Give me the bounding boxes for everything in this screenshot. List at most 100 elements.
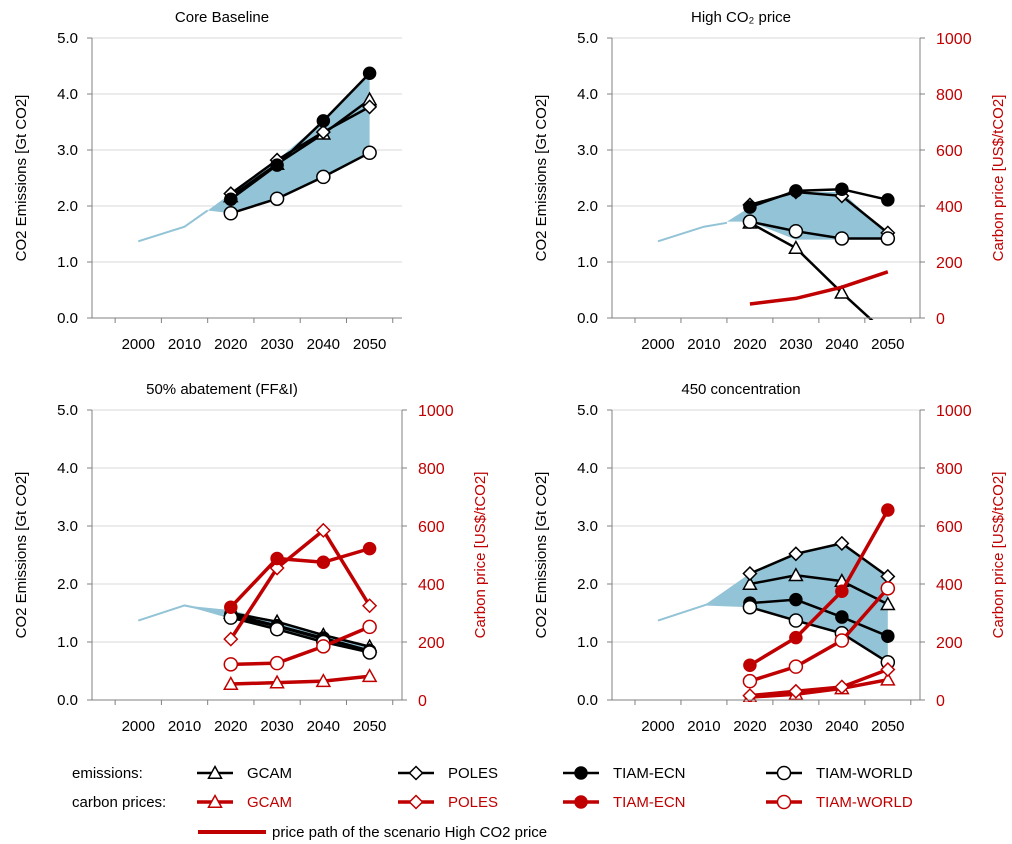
y-tick-label: 2.0 [577,576,598,593]
historic-emissions [137,209,209,243]
emissions-point-tiam-ecn [881,629,895,643]
y-tick-label: 1.0 [57,254,78,271]
y-tick-label: 5.0 [57,30,78,47]
emissions-line-gcam [749,574,889,606]
emissions-point-poles [834,535,850,551]
emissions-line-tiam-world [230,151,371,215]
emissions-point-tiam-ecn [270,158,284,172]
emissions-point-tiam-world [223,206,239,221]
price-line-gcam [749,677,889,699]
emissions-line-tiam-world [230,616,370,654]
price-point-poles [880,661,896,678]
legend: emissions: carbon prices: GCAM POLES TIA… [72,764,913,841]
price-point-tiam-ecn [270,551,284,566]
price-point-tiam-ecn [835,584,849,598]
price-point-tiam-ecn [743,658,757,672]
price-point-poles [223,631,239,647]
legend-emissions-entries: GCAM POLES TIAM-ECN TIAM-WORLD [247,765,913,782]
emissions-line-tiam-ecn [749,598,889,638]
legend-entry-tiam-ecn: TIAM-ECN [613,765,686,782]
legend-price-marker [776,794,792,810]
y-axis-label: CO2 Emissions [Gt CO2] [533,95,550,262]
price-point-tiam-ecn [362,541,377,556]
emissions-point-tiam-world [742,214,758,229]
range-band-area [726,192,888,240]
y-tick-label: 5.0 [57,402,78,419]
price-point-gcam [223,676,239,690]
emission-series [223,66,378,221]
y-tick-label: 2.0 [57,576,78,593]
price-point-tiam-world [742,673,758,689]
price-point-tiam-world [788,659,804,674]
x-tick-label: 2000 [122,718,155,735]
emissions-point-tiam-world [788,223,804,239]
y-tick-label: 1.0 [57,634,78,651]
y2-tick-label: 0 [418,693,427,710]
carbon-price-series [742,503,896,702]
price-point-poles [834,679,850,695]
y-tick-label: 0.0 [57,310,78,327]
price-point-poles [315,522,331,538]
emissions-point-gcam [834,284,850,299]
emissions-point-tiam-world [834,231,850,246]
x-tick-label: 2040 [307,336,340,353]
y-tick-label: 0.0 [577,692,598,709]
price-point-gcam [361,668,378,683]
x-tick-label: 2000 [122,336,155,353]
legend-emissions-marker [408,765,424,781]
price-point-tiam-world [269,655,285,671]
historic-line [137,209,209,243]
price-point-tiam-world [362,619,377,635]
y-axis-label: CO2 Emissions [Gt CO2] [13,95,30,262]
legend-entry-gcam: GCAM [247,765,292,782]
x-tick-label: 2050 [871,718,904,735]
historic-line [657,596,728,622]
x-tick-label: 2000 [641,718,674,735]
legend-emissions-marker [574,766,588,780]
carbon-price-series [223,522,378,690]
y-tick-label: 1.0 [577,254,598,271]
x-tick-label: 2010 [168,718,201,735]
legend-emissions-label: emissions: [72,765,143,782]
y-tick-label: 3.0 [57,518,78,535]
y2-axis-label: Carbon price [US$/tCO2] [472,472,489,639]
emissions-line-poles [230,105,371,195]
y-tick-label: 3.0 [577,518,598,535]
y2-axis-label: Carbon price [US$/tCO2] [990,472,1007,639]
emissions-point-poles [742,565,758,582]
y-axis-label: CO2 Emissions [Gt CO2] [13,472,30,639]
y2-tick-label: 200 [936,255,963,272]
chart-title: 450 concentration [681,381,800,398]
emissions-point-tiam-ecn [835,182,849,196]
emissions-point-tiam-world [316,169,331,185]
legend-carbon-entries: GCAM POLES TIAM-ECN TIAM-WORLD [247,794,913,811]
emissions-point-tiam-ecn [881,193,895,207]
price-point-gcam [269,674,285,689]
emissions-point-tiam-ecn [224,192,238,207]
x-tick-label: 2010 [687,718,720,735]
y-tick-label: 4.0 [57,460,78,477]
y2-tick-label: 1000 [936,403,972,420]
x-tick-label: 2040 [825,336,858,353]
panel-core-baseline: 0.0 1.0 2.0 3.0 4.0 5.0 2000 2010 2020 2030 2040 20… [13,9,402,353]
emissions-point-tiam-world [269,191,285,206]
emissions-point-tiam-ecn [316,114,331,128]
y2-tick-label: 600 [418,519,445,536]
price-point-gcam [880,671,896,686]
emissions-point-tiam-world [269,621,285,637]
legend-entry-tiam-world-price: TIAM-WORLD [816,794,913,811]
price-point-poles [742,688,758,702]
chart-title: 50% abatement (FF&I) [146,381,298,398]
y-tick-label: 4.0 [577,460,598,477]
emissions-point-tiam-world [880,231,896,246]
y-tick-label: 0.0 [577,310,598,327]
price-point-tiam-ecn [316,555,331,569]
price-line-gcam [230,674,370,686]
emissions-line-gcam [230,611,370,648]
emissions-point-tiam-ecn [789,184,803,198]
